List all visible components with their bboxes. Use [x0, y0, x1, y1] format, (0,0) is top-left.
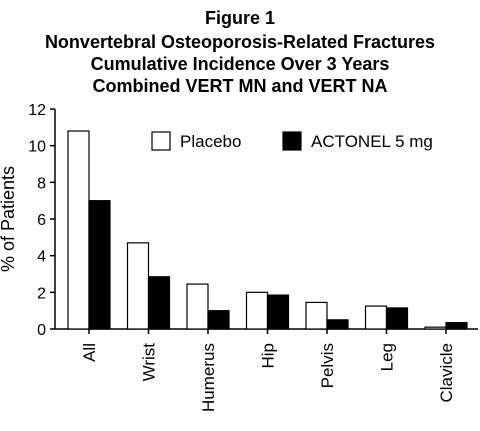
title-line-1: Figure 1: [205, 8, 275, 28]
bar-actonel-clavicle: [445, 321, 468, 330]
x-tick-label-clavicle: Clavicle: [437, 343, 456, 403]
bar-placebo-leg: [364, 305, 388, 330]
bar-placebo-humerus: [186, 283, 209, 330]
legend-label-actonel: ACTONEL 5 mg: [311, 132, 433, 151]
y-tick-label: 6: [37, 212, 46, 229]
y-axis-label: % of Patients: [0, 166, 18, 272]
y-tick-label: 8: [37, 175, 46, 192]
bar-placebo-pelvis: [305, 301, 328, 330]
legend-label-placebo: Placebo: [180, 132, 241, 151]
x-tick-label-wrist: Wrist: [140, 343, 159, 382]
y-tick-label: 2: [37, 285, 46, 302]
x-tick-labels: All Wrist Humerus Hip Pelvis Leg Clavicle: [80, 329, 456, 412]
bar-actonel-hip: [266, 294, 290, 330]
y-tick-label: 0: [37, 322, 46, 339]
bar-actonel-wrist: [147, 276, 171, 330]
title-line-4: Combined VERT MN and VERT NA: [92, 76, 387, 96]
bars: [67, 130, 468, 330]
x-tick-label-leg: Leg: [378, 343, 397, 371]
y-ticks: 0 2 4 6 8 10 12: [28, 102, 55, 339]
y-tick-label: 10: [28, 139, 46, 156]
chart-title: Figure 1 Nonvertebral Osteoporosis-Relat…: [45, 8, 435, 96]
title-line-2: Nonvertebral Osteoporosis-Related Fractu…: [45, 32, 435, 52]
bar-placebo-clavicle: [424, 326, 447, 330]
legend: Placebo ACTONEL 5 mg: [151, 131, 433, 151]
bar-placebo-hip: [245, 291, 269, 330]
bar-actonel-humerus: [207, 310, 230, 330]
bar-actonel-leg: [385, 307, 409, 330]
y-tick-label: 12: [28, 102, 46, 119]
bar-actonel-all: [88, 200, 111, 330]
legend-swatch-placebo: [151, 131, 171, 151]
x-tick-label-all: All: [80, 343, 99, 362]
legend-swatch-actonel: [282, 131, 302, 151]
bar-placebo-wrist: [126, 242, 150, 330]
bar-actonel-pelvis: [326, 319, 349, 330]
x-tick-label-hip: Hip: [259, 343, 278, 369]
x-tick-label-pelvis: Pelvis: [318, 343, 337, 388]
x-tick-label-humerus: Humerus: [199, 343, 218, 412]
title-line-3: Cumulative Incidence Over 3 Years: [91, 54, 390, 74]
bar-placebo-all: [67, 130, 90, 330]
y-tick-label: 4: [37, 249, 46, 266]
